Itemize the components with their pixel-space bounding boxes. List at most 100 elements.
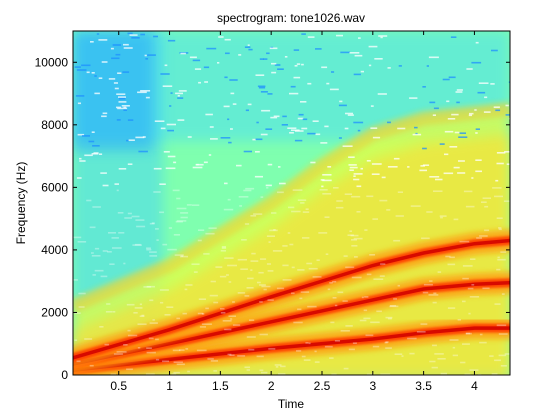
noise-streak xyxy=(134,243,141,246)
noise-streak xyxy=(351,195,361,198)
noise-streak xyxy=(363,309,368,312)
noise-streak xyxy=(210,360,218,362)
noise-streak xyxy=(237,292,246,294)
noise-streak xyxy=(456,89,463,91)
noise-streak xyxy=(182,312,187,315)
noise-streak xyxy=(238,196,249,198)
noise-streak xyxy=(450,36,457,38)
noise-streak xyxy=(198,81,201,84)
noise-streak xyxy=(92,274,96,276)
noise-streak xyxy=(294,139,303,142)
noise-streak xyxy=(374,58,383,60)
noise-streak xyxy=(94,92,100,95)
noise-streak xyxy=(160,73,170,75)
noise-streak xyxy=(343,255,348,257)
noise-streak xyxy=(140,33,145,36)
noise-streak xyxy=(495,179,499,182)
noise-streak xyxy=(179,349,185,351)
noise-streak xyxy=(468,312,471,315)
noise-streak xyxy=(475,128,480,130)
noise-streak xyxy=(173,371,180,374)
noise-streak xyxy=(349,169,354,171)
noise-streak xyxy=(332,280,337,283)
noise-streak xyxy=(471,61,482,64)
noise-streak xyxy=(209,294,218,297)
noise-streak xyxy=(508,117,510,120)
noise-streak xyxy=(229,354,235,356)
noise-streak xyxy=(387,166,398,168)
noise-streak xyxy=(76,177,82,179)
y-axis: 0 2000 4000 6000 8000 10000 xyxy=(35,55,510,382)
noise-streak xyxy=(364,229,368,231)
noise-streak xyxy=(492,187,502,189)
noise-streak xyxy=(315,48,322,50)
noise-streak xyxy=(227,198,231,201)
noise-streak xyxy=(259,333,268,336)
noise-streak xyxy=(475,159,482,161)
noise-streak xyxy=(329,357,334,359)
noise-streak xyxy=(358,37,361,39)
noise-streak xyxy=(267,163,273,166)
noise-streak xyxy=(141,314,145,317)
noise-streak xyxy=(494,359,501,362)
noise-streak xyxy=(454,131,460,134)
noise-streak xyxy=(154,120,165,122)
noise-streak xyxy=(301,127,308,130)
noise-streak xyxy=(116,106,121,109)
noise-streak xyxy=(132,244,142,246)
noise-streak xyxy=(92,145,100,147)
noise-streak xyxy=(100,172,107,174)
noise-streak xyxy=(380,263,386,265)
noise-streak xyxy=(324,345,333,348)
noise-streak xyxy=(192,59,201,62)
noise-streak xyxy=(498,354,507,357)
noise-streak xyxy=(90,41,94,43)
noise-streak xyxy=(332,297,337,299)
noise-streak xyxy=(318,232,328,234)
noise-streak xyxy=(177,95,180,97)
noise-streak xyxy=(116,189,119,192)
noise-streak xyxy=(149,251,157,253)
noise-streak xyxy=(327,166,332,168)
noise-streak xyxy=(198,229,205,231)
noise-streak xyxy=(433,107,439,110)
noise-streak xyxy=(447,118,456,120)
noise-streak xyxy=(322,193,332,195)
noise-streak xyxy=(230,92,235,95)
noise-streak xyxy=(139,315,145,317)
noise-streak xyxy=(409,352,415,355)
noise-streak xyxy=(271,71,277,74)
noise-streak xyxy=(296,63,301,65)
noise-streak xyxy=(215,266,223,268)
noise-streak xyxy=(220,137,231,139)
noise-streak xyxy=(267,270,274,272)
noise-streak xyxy=(442,78,450,81)
noise-streak xyxy=(170,92,173,94)
noise-streak xyxy=(274,364,282,366)
noise-streak xyxy=(228,281,232,283)
noise-streak xyxy=(344,193,352,195)
noise-streak xyxy=(250,269,253,271)
noise-streak xyxy=(248,48,253,51)
noise-streak xyxy=(428,56,439,59)
noise-streak xyxy=(350,234,359,237)
noise-streak xyxy=(174,254,184,256)
noise-streak xyxy=(171,373,177,375)
noise-streak xyxy=(213,370,218,372)
noise-streak xyxy=(272,250,283,252)
noise-streak xyxy=(265,184,272,187)
noise-streak xyxy=(319,189,328,191)
noise-streak xyxy=(187,136,192,138)
noise-streak xyxy=(324,125,329,128)
noise-streak xyxy=(439,215,447,217)
noise-streak xyxy=(453,218,459,221)
noise-streak xyxy=(353,178,360,181)
noise-streak xyxy=(306,262,313,265)
noise-streak xyxy=(227,264,237,267)
noise-streak xyxy=(259,301,263,303)
noise-streak xyxy=(191,263,200,265)
noise-streak xyxy=(205,307,209,310)
noise-streak xyxy=(135,219,145,221)
noise-streak xyxy=(449,146,458,148)
noise-streak xyxy=(210,138,218,140)
